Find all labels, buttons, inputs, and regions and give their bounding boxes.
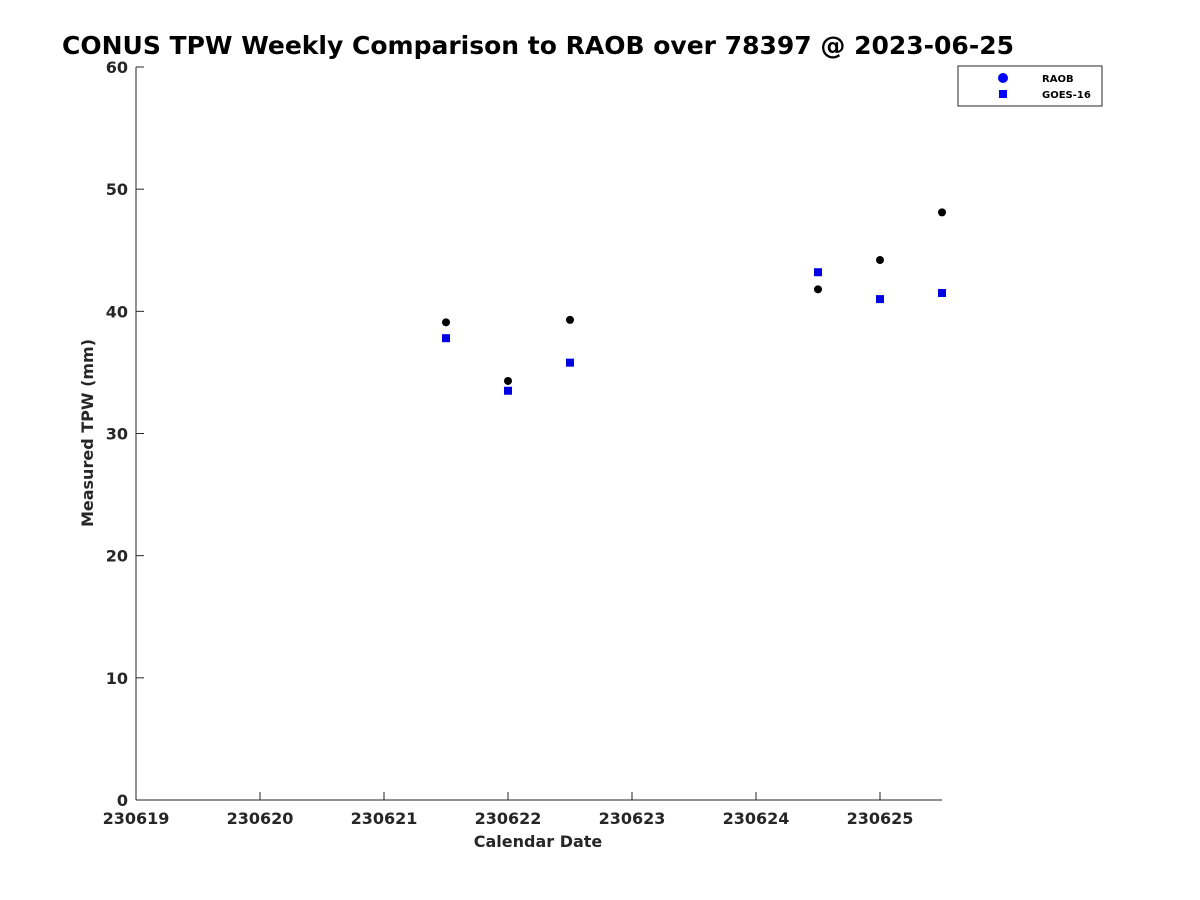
legend[interactable]: RAOB GOES-16 [957, 65, 1103, 107]
x-axis-label: Calendar Date [474, 832, 603, 851]
x-tick-label: 230623 [599, 809, 666, 828]
y-tick-label: 40 [106, 302, 128, 321]
goes-16-point [504, 386, 512, 395]
x-tick-label: 230620 [227, 809, 294, 828]
raob-point [566, 315, 574, 324]
goes-16-point [442, 334, 450, 343]
y-tick-label: 50 [106, 180, 128, 199]
axes: 0 10 20 30 40 50 60 230619 230620 230621 230622 230… [103, 58, 942, 828]
x-tick-label: 230622 [475, 809, 542, 828]
goes-16-point [814, 268, 822, 277]
chart-title: CONUS TPW Weekly Comparison to RAOB over… [62, 31, 1014, 60]
y-axis-label: Measured TPW (mm) [78, 339, 97, 527]
goes-16-point [876, 295, 884, 304]
y-tick-label: 20 [106, 547, 128, 566]
y-tick-label: 0 [117, 791, 128, 810]
y-tick-label: 30 [106, 425, 128, 444]
raob-point [442, 318, 450, 327]
x-tick-label: 230621 [351, 809, 418, 828]
x-tick-label: 230624 [723, 809, 790, 828]
legend-box [957, 65, 1103, 107]
legend-marker-raob [998, 73, 1008, 83]
legend-label-raob: RAOB [1042, 74, 1074, 85]
legend-label-goes-16: GOES-16 [1042, 90, 1091, 101]
goes-16-point [938, 289, 946, 298]
x-tick-label: 230625 [847, 809, 914, 828]
raob-point [938, 208, 946, 217]
raob-point [504, 376, 512, 385]
x-tick-label: 230619 [103, 809, 170, 828]
data-marks [442, 208, 946, 395]
raob-point [876, 256, 884, 265]
y-tick-label: 10 [106, 669, 128, 688]
y-tick-label: 60 [106, 58, 128, 77]
legend-marker-goes-16 [999, 90, 1007, 98]
goes-16-point [566, 358, 574, 367]
raob-point [814, 285, 822, 294]
